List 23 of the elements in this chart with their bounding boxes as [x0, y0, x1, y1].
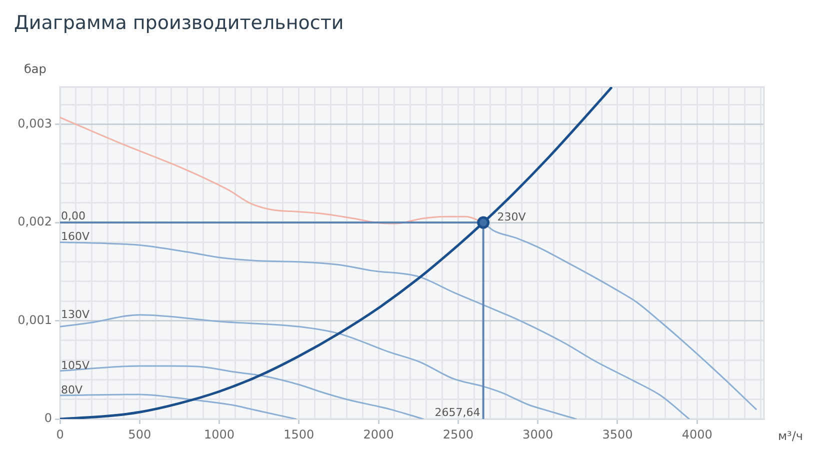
- x-tick-label: 3500: [602, 427, 633, 442]
- x-tick-label: 3000: [522, 427, 554, 442]
- annotation: 0,00: [61, 210, 86, 223]
- y-tick-label: 0,002: [18, 214, 52, 229]
- x-tick-label: 2500: [442, 427, 474, 442]
- series-label: 130V: [61, 308, 90, 321]
- x-tick-label: 0: [56, 427, 64, 442]
- y-tick-label: 0,001: [18, 312, 52, 327]
- series-label: 160V: [61, 230, 90, 244]
- x-tick-label: 2000: [363, 427, 394, 442]
- series-label: 105V: [61, 358, 90, 372]
- x-axis-title: м³/ч: [778, 429, 803, 443]
- series-label: 230V: [497, 210, 526, 224]
- y-tick-label: 0,003: [18, 116, 52, 130]
- annotation: 2657,64: [434, 406, 480, 419]
- x-tick-label: 1000: [204, 427, 235, 442]
- y-axis-title: бар: [24, 62, 46, 76]
- x-tick-label: 1500: [284, 427, 314, 442]
- chart-title: Диаграмма производительности: [14, 12, 344, 34]
- y-tick-label: 0: [44, 411, 52, 426]
- x-tick-label: 500: [128, 427, 152, 442]
- x-tick-label: 4000: [682, 427, 712, 442]
- series-label: 80V: [61, 383, 83, 396]
